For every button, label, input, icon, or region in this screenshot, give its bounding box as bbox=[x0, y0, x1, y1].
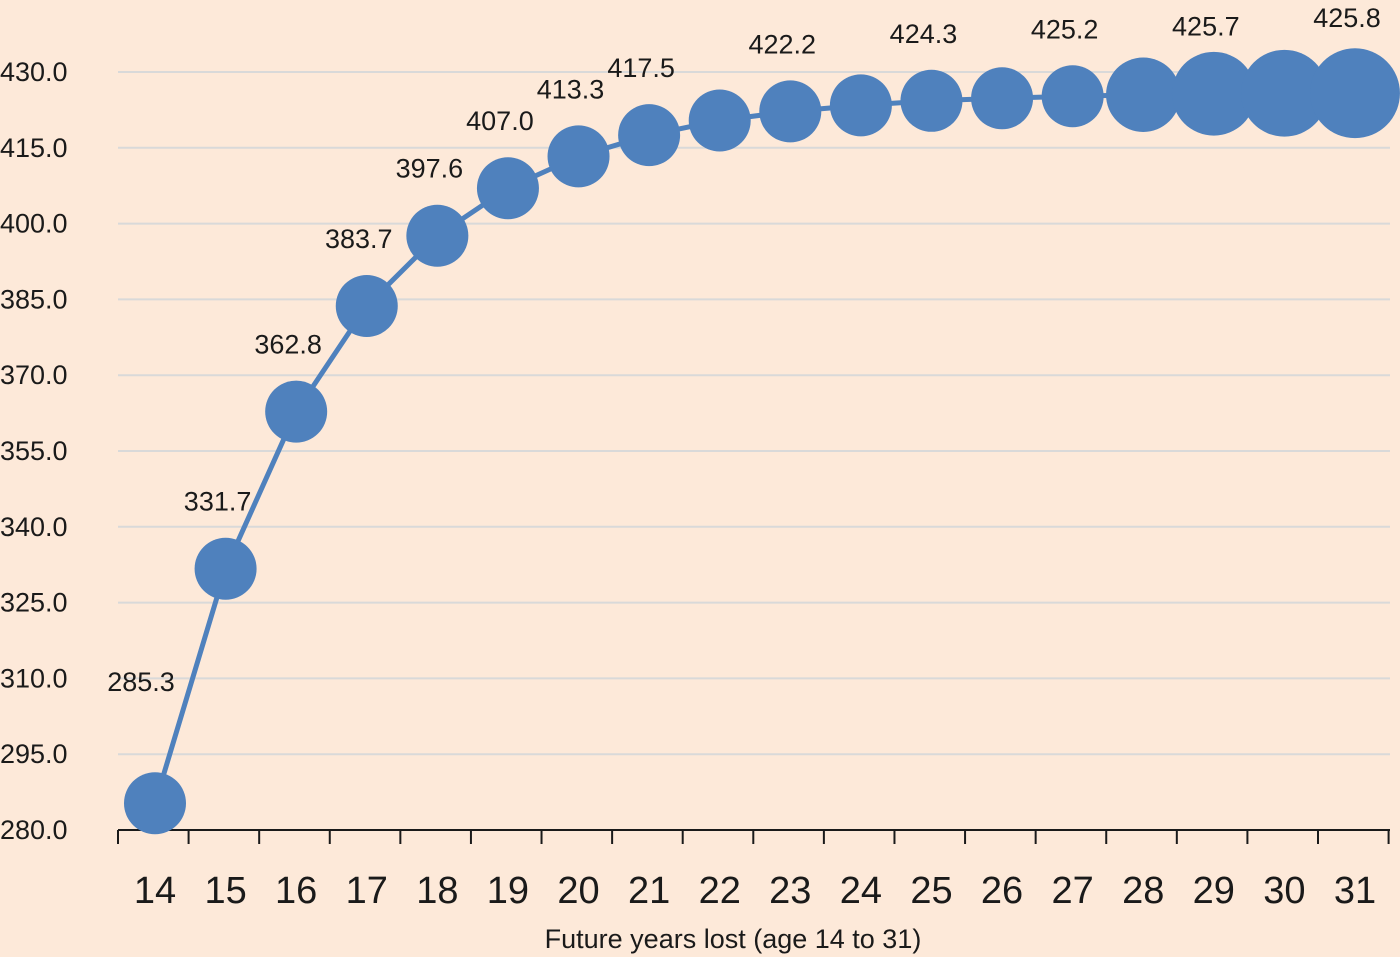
data-point bbox=[1041, 65, 1104, 128]
y-tick-label: 340.0 bbox=[0, 512, 68, 542]
y-tick-label: 370.0 bbox=[0, 360, 68, 390]
y-tick-label: 295.0 bbox=[0, 739, 68, 769]
gridlines bbox=[118, 71, 1390, 756]
series-points bbox=[124, 48, 1400, 835]
data-label: 407.0 bbox=[466, 106, 534, 136]
x-tick-label: 25 bbox=[910, 870, 952, 912]
data-point bbox=[759, 80, 822, 143]
data-label: 424.3 bbox=[890, 19, 958, 49]
data-point bbox=[1241, 49, 1328, 137]
x-tick-label: 16 bbox=[275, 870, 317, 912]
x-tick-label: 14 bbox=[134, 870, 176, 912]
y-tick-label: 355.0 bbox=[0, 436, 68, 466]
x-tick-label: 28 bbox=[1122, 870, 1164, 912]
data-label: 362.8 bbox=[254, 330, 322, 360]
x-axis-ticks: 14 15 16 17 18 19 20 21 22 23 24 25 26 27 28 29 30 31 bbox=[134, 870, 1376, 912]
x-tick-label: 20 bbox=[557, 870, 599, 912]
x-tick-label: 29 bbox=[1193, 870, 1235, 912]
y-tick-label: 310.0 bbox=[0, 663, 68, 693]
y-tick-label: 400.0 bbox=[0, 209, 68, 239]
x-tick-label: 31 bbox=[1334, 870, 1376, 912]
data-point bbox=[829, 74, 892, 137]
x-tick-label: 21 bbox=[628, 870, 670, 912]
series-line-group bbox=[152, 90, 1355, 804]
data-label: 413.3 bbox=[537, 74, 605, 104]
data-point bbox=[335, 274, 398, 337]
data-label: 422.2 bbox=[749, 29, 817, 59]
x-tick-label: 27 bbox=[1052, 870, 1094, 912]
y-tick-label: 280.0 bbox=[0, 815, 68, 845]
data-point bbox=[1310, 48, 1400, 139]
data-point bbox=[194, 537, 257, 600]
y-axis-ticks: 280.0 295.0 310.0 325.0 340.0 355.0 370.0 385.0… bbox=[0, 57, 68, 845]
data-label: 425.8 bbox=[1313, 3, 1381, 33]
data-label: 425.7 bbox=[1172, 12, 1240, 42]
data-point bbox=[1106, 57, 1181, 132]
x-tick-label: 17 bbox=[346, 870, 388, 912]
x-tick-label: 23 bbox=[769, 870, 811, 912]
x-tick-label: 18 bbox=[416, 870, 458, 912]
x-tick-label: 19 bbox=[487, 870, 529, 912]
data-point bbox=[900, 69, 963, 132]
data-label: 425.2 bbox=[1031, 14, 1099, 44]
data-point bbox=[265, 380, 328, 443]
y-tick-label: 415.0 bbox=[0, 133, 68, 163]
x-axis-label: Future years lost (age 14 to 31) bbox=[545, 924, 922, 954]
y-tick-label: 385.0 bbox=[0, 284, 68, 314]
data-point bbox=[688, 89, 751, 152]
data-label: 331.7 bbox=[184, 487, 252, 517]
data-point bbox=[547, 125, 610, 188]
x-tick-label: 24 bbox=[840, 870, 882, 912]
data-point bbox=[124, 772, 186, 835]
x-tick-label: 22 bbox=[699, 870, 741, 912]
y-tick-label: 430.0 bbox=[0, 57, 68, 87]
x-tick-label: 26 bbox=[981, 870, 1023, 912]
data-label: 285.3 bbox=[107, 667, 175, 697]
x-tick-label: 30 bbox=[1263, 870, 1305, 912]
series-line bbox=[152, 90, 1355, 804]
data-labels: 285.3 331.7 362.8 383.7 397.6407.0413.3417.5… bbox=[107, 3, 1381, 697]
data-point bbox=[1171, 51, 1256, 136]
x-tick-label: 15 bbox=[204, 870, 246, 912]
data-label: 397.6 bbox=[396, 154, 464, 184]
y-tick-label: 325.0 bbox=[0, 588, 68, 618]
data-label: 417.5 bbox=[607, 53, 675, 83]
data-point bbox=[476, 157, 539, 220]
data-point bbox=[971, 67, 1034, 130]
data-point bbox=[406, 204, 469, 267]
data-label: 383.7 bbox=[325, 224, 393, 254]
data-point bbox=[618, 104, 681, 167]
x-axis bbox=[117, 829, 1390, 844]
